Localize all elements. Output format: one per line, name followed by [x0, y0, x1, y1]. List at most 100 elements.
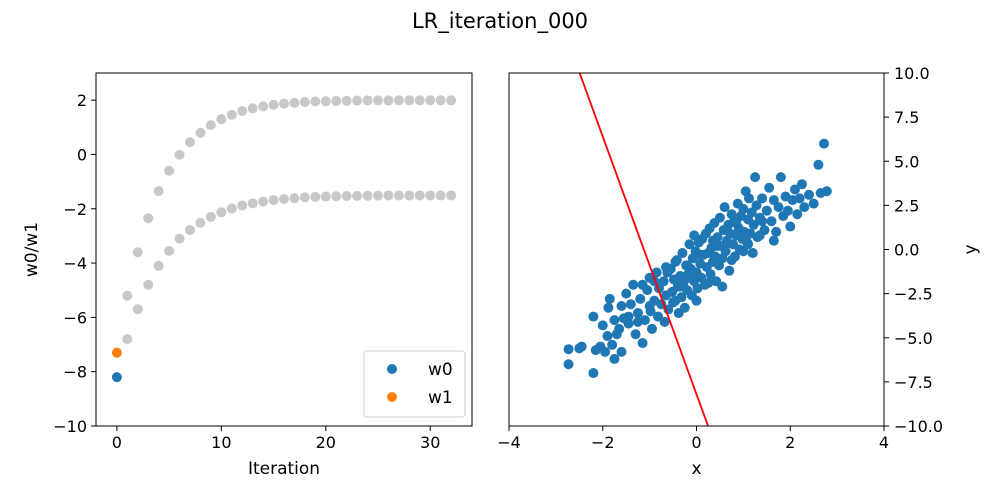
data-point [623, 311, 634, 322]
data-point [771, 226, 782, 237]
data-point [563, 344, 574, 355]
right-y-tick-label: 10.0 [894, 64, 930, 83]
data-point [637, 279, 648, 290]
history-point [143, 213, 154, 224]
figure-title: LR_iteration_000 [412, 9, 588, 34]
data-point [576, 341, 587, 352]
data-point [792, 209, 803, 220]
history-point [268, 195, 279, 206]
right-x-axis-label: x [691, 459, 701, 479]
history-point [383, 95, 394, 106]
right-x-tick-label: 4 [879, 433, 889, 452]
data-point [799, 202, 810, 213]
right-x-tick-label: −2 [591, 433, 615, 452]
left-plot-panel: 0 10 20 30 −10 −8 −6 −4 −2 0 2 Iteration w0/w1 w0 … [22, 72, 473, 479]
history-point [185, 224, 195, 235]
history-point [205, 120, 216, 131]
data-point [635, 293, 646, 304]
data-point [789, 184, 800, 195]
data-point [714, 212, 725, 223]
data-point [768, 195, 779, 206]
data-point [813, 159, 824, 170]
data-point [621, 288, 632, 299]
history-point [299, 97, 310, 108]
history-point [435, 190, 446, 201]
right-y-tick-label: 2.5 [894, 196, 919, 215]
regression-line [578, 73, 709, 426]
left-y-tick-label: −6 [63, 308, 87, 327]
data-point [766, 216, 777, 227]
history-point [216, 114, 227, 125]
history-point [143, 279, 154, 290]
data-point [661, 262, 672, 273]
left-y-tick-label: −8 [63, 363, 87, 382]
data-point [670, 256, 681, 267]
data-point [746, 207, 757, 218]
data-point [794, 193, 805, 204]
data-point [614, 323, 625, 334]
right-y-tick-label: −7.5 [894, 373, 933, 392]
history-point [289, 193, 300, 204]
data-point [604, 293, 615, 304]
data-point [684, 239, 695, 250]
data-point [750, 172, 761, 183]
history-point [279, 193, 289, 204]
data-point [682, 260, 693, 271]
history-point [122, 334, 133, 345]
history-point [268, 99, 279, 110]
history-point [132, 304, 143, 315]
history-point [216, 207, 227, 218]
right-plot-points [563, 138, 832, 379]
data-point [821, 186, 832, 197]
left-y-tick-label: −10 [53, 417, 87, 436]
right-y-tick-label: −10.0 [894, 417, 943, 436]
history-point [237, 106, 248, 117]
data-point [644, 300, 655, 311]
history-point [299, 192, 310, 203]
right-plot-panel: −4 −2 0 2 4 −10.0 −7.5 −5.0 −2.5 0.0 2.5 5.0 7.5 10.0… [497, 64, 981, 479]
right-y-tick-label: 0.0 [894, 241, 919, 260]
data-point [588, 368, 599, 379]
right-x-tick-label: −4 [497, 433, 521, 452]
history-point [393, 95, 404, 106]
history-point [393, 190, 404, 201]
left-x-tick-label: 20 [316, 433, 336, 452]
history-point [373, 190, 383, 201]
data-point [761, 205, 772, 216]
data-point [677, 248, 688, 259]
data-point [646, 323, 657, 334]
data-point [703, 278, 714, 289]
data-point [757, 193, 768, 204]
history-point [435, 95, 446, 106]
history-point [414, 190, 425, 201]
history-point [247, 103, 258, 114]
data-point [616, 346, 627, 357]
history-point [352, 190, 363, 201]
history-point [341, 191, 352, 202]
history-point [153, 186, 164, 197]
data-point [658, 276, 669, 287]
data-point [717, 281, 728, 292]
history-point [247, 198, 258, 209]
data-point [602, 330, 613, 341]
data-point [616, 300, 627, 311]
data-point [689, 230, 700, 241]
data-point [625, 299, 636, 310]
data-point [600, 346, 611, 357]
data-point [637, 338, 648, 349]
data-point [747, 248, 758, 259]
history-point [404, 190, 415, 201]
data-point [764, 182, 775, 193]
data-point [751, 200, 762, 211]
data-point [754, 230, 765, 241]
history-point [362, 190, 373, 201]
data-point [691, 295, 702, 306]
data-point [609, 315, 620, 326]
history-point [195, 217, 206, 228]
history-point [153, 260, 164, 271]
legend: w0 w1 [363, 350, 466, 418]
point-w1 [111, 347, 122, 358]
data-point [782, 205, 793, 216]
data-point [738, 203, 749, 214]
right-y-tick-label: 7.5 [894, 108, 919, 127]
